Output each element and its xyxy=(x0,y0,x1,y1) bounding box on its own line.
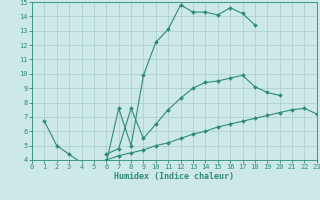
X-axis label: Humidex (Indice chaleur): Humidex (Indice chaleur) xyxy=(115,172,234,181)
